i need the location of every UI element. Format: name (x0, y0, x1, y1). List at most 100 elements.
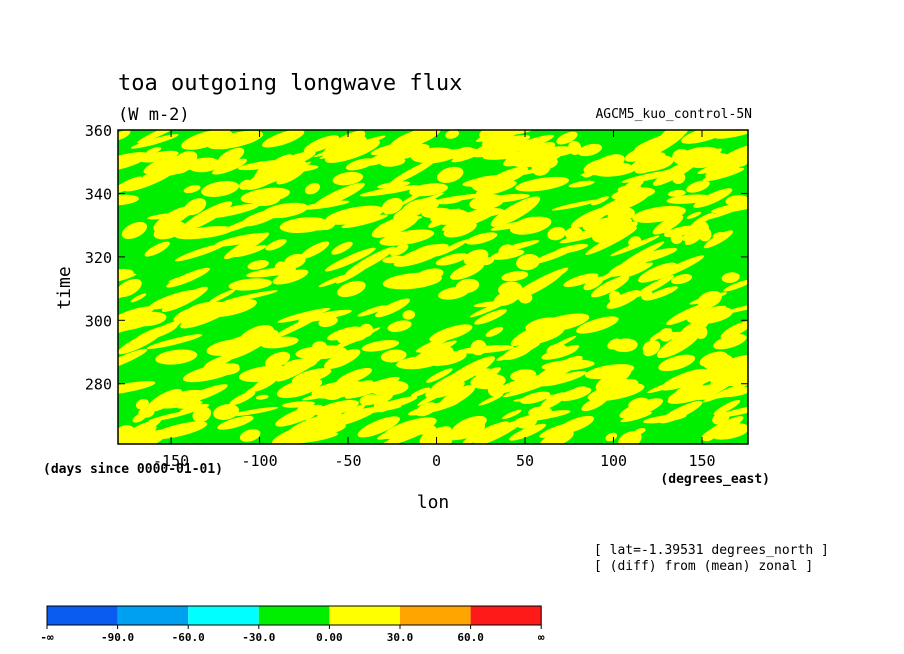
field-patch (361, 340, 400, 352)
field-patch (651, 255, 705, 281)
field-patch (518, 292, 533, 304)
field-patch (133, 436, 151, 444)
field-patch (325, 327, 381, 353)
field-patch (179, 404, 210, 413)
field-patch (658, 328, 674, 342)
field-patch (228, 278, 273, 291)
field-patch (192, 406, 212, 423)
field-patch (619, 398, 663, 419)
field-patch (435, 253, 468, 266)
field-patch (681, 146, 721, 163)
field-patch (216, 147, 245, 167)
field-patch (261, 202, 309, 219)
field-patch (693, 188, 733, 208)
field-patch (490, 196, 541, 227)
field-patch (577, 143, 603, 157)
field-patch (168, 271, 208, 283)
field-patch (209, 289, 236, 303)
chart-subtitle: (W m-2) (118, 105, 190, 125)
field-patch (272, 269, 309, 285)
field-patch (672, 148, 691, 165)
colorbar-swatch (470, 606, 542, 625)
field-patch (265, 239, 287, 251)
field-patch (137, 130, 180, 144)
field-patch (324, 247, 376, 272)
field-patch (436, 198, 462, 205)
chart-title: toa outgoing longwave flux (118, 71, 462, 96)
colorbar-swatch (188, 606, 259, 625)
field-patch (323, 349, 361, 370)
y-axis: 280 300 320 340 360 (85, 122, 748, 394)
field-patch (610, 235, 660, 257)
field-patch (595, 191, 650, 217)
field-patch (667, 384, 720, 404)
field-patch (634, 428, 646, 435)
field-patch (377, 181, 411, 189)
field-patch (217, 415, 254, 430)
field-patch (377, 425, 413, 440)
field-patch (595, 367, 632, 391)
field-patch (620, 241, 665, 267)
field-patch (402, 310, 416, 320)
field-patch (718, 386, 748, 398)
field-patch (419, 429, 445, 444)
field-patch (605, 432, 618, 442)
y-tick-label: 360 (85, 122, 112, 140)
field-patch (541, 346, 578, 360)
x-tick-label: -50 (335, 452, 362, 470)
y-tick-label: 280 (85, 376, 112, 394)
field-patch (697, 290, 722, 309)
field-patch (485, 326, 504, 337)
field-patch (426, 368, 453, 383)
field-patch (714, 130, 748, 139)
field-patch (498, 244, 516, 259)
colorbar-label: ∞ (538, 631, 545, 644)
field-patch (265, 351, 291, 369)
field-patch (647, 376, 694, 394)
field-patch (671, 274, 693, 285)
field-patch (315, 399, 359, 417)
field-patch (255, 394, 269, 400)
field-patch (407, 400, 460, 416)
field-patch (222, 290, 278, 303)
field-patch (303, 135, 340, 154)
field-patch (494, 374, 544, 394)
x-axis-label: lon (417, 492, 450, 513)
field-patch (239, 429, 261, 442)
field-patch (568, 180, 595, 188)
field-patch (583, 158, 613, 173)
field-patch (530, 355, 583, 387)
field-patch (332, 171, 364, 186)
field-patch (497, 130, 534, 136)
field-patch (232, 245, 267, 258)
field-patch (481, 256, 495, 266)
field-patch (118, 278, 142, 298)
field-patch (427, 351, 448, 367)
field-patch (393, 211, 408, 225)
colorbar-swatch (117, 606, 189, 625)
field-patch (703, 353, 733, 371)
field-patch (333, 135, 386, 154)
field-patch (478, 394, 504, 406)
run-label: AGCM5_kuo_control-5N (595, 107, 752, 122)
field-patch (277, 308, 331, 323)
field-patch (298, 200, 350, 210)
field-patch (640, 168, 679, 182)
field-patch (667, 189, 686, 197)
field-patch (260, 336, 299, 349)
field-patch (700, 416, 744, 441)
field-patch (130, 134, 179, 149)
x-axis-units: (degrees_east) (660, 472, 770, 487)
field-patch (536, 313, 590, 333)
field-patch (118, 194, 139, 206)
field-patch (382, 201, 398, 212)
field-patch (691, 153, 728, 169)
field-patch (146, 334, 203, 350)
field-patch (716, 404, 748, 418)
field-patch (686, 211, 702, 219)
x-axis: -150 -100 -50 0 50 100 150 (153, 130, 716, 470)
x-tick-label: -150 (153, 452, 189, 470)
field-patch (410, 387, 431, 398)
field-patch (712, 231, 725, 239)
field-patch (469, 194, 505, 210)
